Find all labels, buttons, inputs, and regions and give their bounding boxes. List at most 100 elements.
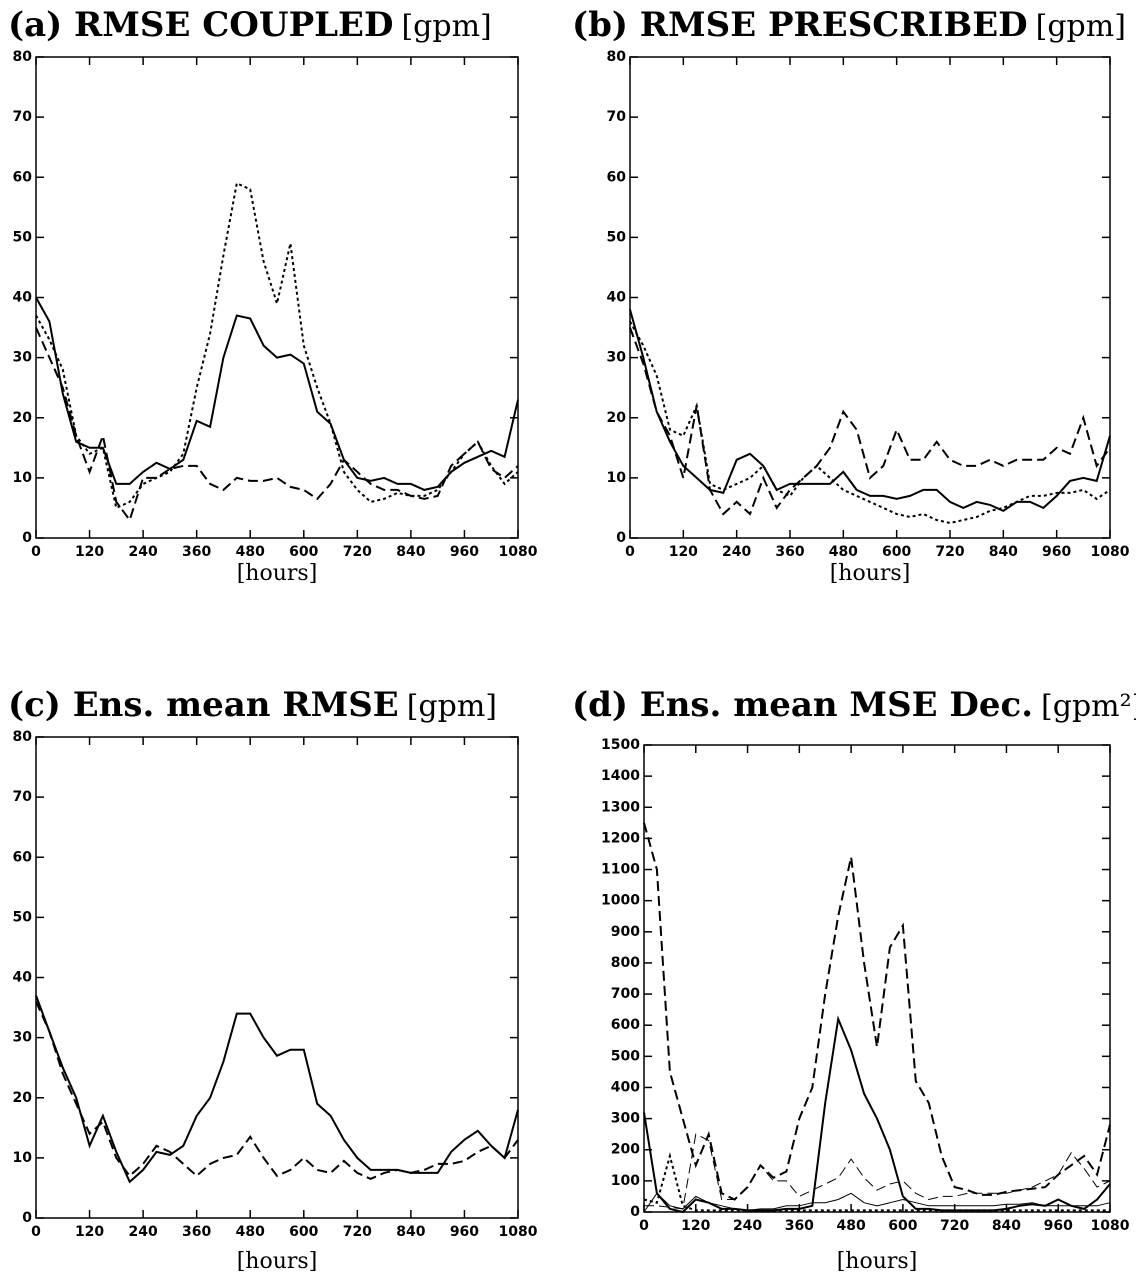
x-tick-label: 960 [1044, 1218, 1073, 1234]
unit-label: [gpm] [401, 9, 491, 44]
y-tick-label: 1400 [601, 768, 640, 784]
y-tick-label: 1300 [601, 799, 640, 815]
y-tick-label: 80 [607, 49, 627, 65]
x-tick-label: 960 [450, 544, 479, 560]
y-tick-label: 10 [607, 470, 627, 486]
x-tick-label: 960 [1042, 544, 1071, 560]
x-tick-label: 1080 [1091, 1218, 1130, 1234]
panel-title: (a) RMSE COUPLED [8, 5, 393, 45]
x-tick-label: 840 [992, 1218, 1021, 1234]
y-tick-label: 1200 [601, 830, 640, 846]
y-tick-label: 0 [22, 1210, 32, 1226]
y-tick-label: 50 [13, 909, 33, 925]
x-tick-label: 840 [396, 1224, 425, 1240]
panel: (d) Ens. mean MSE Dec. [gpm²] [hours] 0 100 2… [572, 685, 1136, 1274]
y-tick-label: 400 [611, 1079, 640, 1095]
y-tick-label: 70 [607, 109, 627, 125]
x-tick-label: 600 [289, 544, 318, 560]
panel: (a) RMSE COUPLED [gpm] [hours] 0 10 20 30 40 50 6… [8, 5, 538, 586]
y-tick-label: 80 [13, 729, 33, 745]
y-tick-label: 0 [616, 530, 626, 546]
y-tick-label: 20 [607, 410, 627, 426]
x-tick-label: 1080 [499, 1224, 538, 1240]
panel: (c) Ens. mean RMSE [gpm] [hours] 0 10 20 30 40 5… [8, 685, 538, 1274]
y-tick-label: 600 [611, 1017, 640, 1033]
x-tick-label: 240 [128, 1224, 157, 1240]
x-tick-label: 240 [722, 544, 751, 560]
y-tick-label: 40 [13, 290, 33, 306]
x-tick-label: 120 [75, 1224, 104, 1240]
x-tick-label: 480 [829, 544, 858, 560]
y-tick-label: 500 [611, 1048, 640, 1064]
x-tick-label: 0 [31, 1224, 41, 1240]
series-line [629, 321, 1111, 525]
y-tick-label: 900 [611, 924, 640, 940]
plot-frame [629, 56, 1111, 539]
y-tick-label: 20 [13, 410, 33, 426]
y-tick-label: 30 [13, 1030, 33, 1046]
x-tick-label: 0 [625, 544, 635, 560]
plot-frame [35, 56, 519, 539]
y-tick-label: 70 [13, 109, 33, 125]
x-tick-label: 600 [882, 544, 911, 560]
series-line [643, 1192, 1111, 1213]
x-tick-label: 480 [236, 544, 265, 560]
y-tick-label: 20 [13, 1090, 33, 1106]
y-tick-label: 200 [611, 1142, 640, 1158]
series-line [644, 1133, 1111, 1210]
x-tick-label: 0 [639, 1218, 649, 1234]
x-tick-label: 120 [681, 1218, 710, 1234]
panel: (b) RMSE PRESCRIBED [gpm] [hours] 0 10 20 30 40… [572, 5, 1130, 586]
y-tick-label: 100 [611, 1173, 640, 1189]
x-tick-label: 240 [733, 1218, 762, 1234]
x-tick-label: 240 [128, 544, 157, 560]
series-line [35, 297, 519, 491]
x-axis-label: [hours] [237, 561, 318, 586]
x-tick-label: 480 [236, 1224, 265, 1240]
y-tick-label: 10 [13, 1150, 33, 1166]
plot-frame [643, 744, 1111, 1213]
x-tick-label: 1080 [499, 544, 538, 560]
y-tick-label: 40 [13, 970, 33, 986]
y-tick-label: 80 [13, 49, 33, 65]
x-tick-label: 840 [396, 544, 425, 560]
y-tick-label: 30 [13, 350, 33, 366]
x-tick-label: 360 [785, 1218, 814, 1234]
panel-title: (b) RMSE PRESCRIBED [572, 5, 1028, 45]
panel-title: (c) Ens. mean RMSE [8, 685, 399, 725]
unit-label: [gpm] [407, 689, 497, 724]
y-tick-label: 60 [607, 169, 627, 185]
x-axis-label: [hours] [830, 561, 911, 586]
y-tick-label: 50 [13, 229, 33, 245]
y-tick-label: 0 [630, 1204, 640, 1220]
x-tick-label: 720 [343, 1224, 372, 1240]
y-tick-label: 1000 [601, 893, 640, 909]
x-tick-label: 720 [940, 1218, 969, 1234]
x-tick-label: 0 [31, 544, 41, 560]
y-tick-label: 70 [13, 789, 33, 805]
x-tick-label: 480 [836, 1218, 865, 1234]
x-tick-label: 600 [289, 1224, 318, 1240]
x-tick-label: 1080 [1091, 544, 1130, 560]
plot-frame [35, 736, 519, 1219]
x-tick-label: 840 [989, 544, 1018, 560]
series-line [629, 309, 1111, 513]
y-tick-label: 50 [607, 229, 627, 245]
unit-label: [gpm] [1036, 9, 1126, 44]
x-tick-label: 360 [182, 1224, 211, 1240]
y-tick-label: 30 [607, 350, 627, 366]
y-tick-label: 300 [611, 1111, 640, 1127]
x-tick-label: 120 [75, 544, 104, 560]
y-tick-label: 1100 [601, 862, 640, 878]
unit-label: [gpm²] [1041, 689, 1136, 724]
y-tick-label: 700 [611, 986, 640, 1002]
x-tick-label: 960 [450, 1224, 479, 1240]
series-line [35, 995, 519, 1184]
x-tick-label: 720 [935, 544, 964, 560]
series-line [643, 1152, 1110, 1212]
x-tick-label: 120 [669, 544, 698, 560]
x-axis-label: [hours] [837, 1249, 918, 1274]
series-line [629, 327, 1111, 516]
x-tick-label: 360 [182, 544, 211, 560]
